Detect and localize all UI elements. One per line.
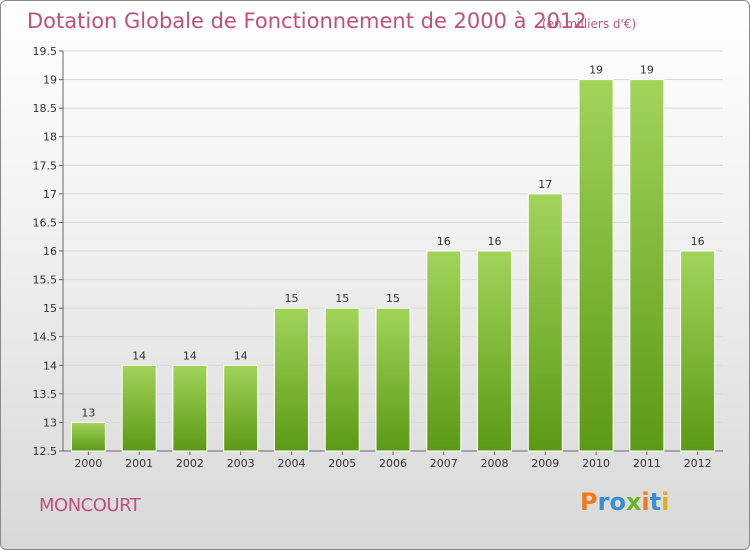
bar-value-label: 15	[335, 292, 349, 305]
y-tick-label: 12.5	[33, 445, 58, 458]
x-tick-label: 2011	[633, 457, 661, 470]
y-tick-label: 13	[43, 416, 57, 429]
x-tick-label: 2004	[277, 457, 305, 470]
logo-letter: t	[649, 488, 662, 516]
chart-unit: (en milliers d'€)	[542, 17, 637, 31]
x-tick-labels: 2000 2001 2002 2003 2004 2005 2006 2007 2008 2009…	[74, 457, 711, 470]
x-tick-label: 2003	[227, 457, 255, 470]
x-tick-label: 2008	[481, 457, 509, 470]
bar	[324, 307, 360, 452]
logo-letter: i	[661, 488, 670, 516]
x-tick-label: 2006	[379, 457, 407, 470]
y-tick-label: 15.5	[33, 274, 58, 287]
logo-letter: i	[641, 488, 650, 516]
y-tick-label: 14	[43, 359, 57, 372]
bar-value-label: 16	[691, 235, 705, 248]
bar-value-label: 14	[132, 349, 146, 362]
y-tick-label: 14.5	[33, 331, 58, 344]
y-tick-labels: 12.5 13 13.5 14 14.5 15 15.5 16 16.5 17 17.5 18 18.5…	[33, 45, 58, 458]
y-tick-label: 15	[43, 302, 57, 315]
proxiti-logo[interactable]: Proxiti	[580, 488, 669, 516]
logo-letter: P	[580, 488, 598, 516]
y-tick-label: 16.5	[33, 216, 58, 229]
bar-value-label: 15	[284, 292, 298, 305]
bar	[273, 307, 309, 452]
bar	[375, 307, 411, 452]
chart-title: Dotation Globale de Fonctionnement de 20…	[27, 9, 587, 33]
bar-value-label: 16	[437, 235, 451, 248]
bar	[70, 421, 106, 452]
bar	[223, 364, 259, 452]
y-tick-label: 17	[43, 188, 57, 201]
y-tick-label: 16	[43, 245, 57, 258]
bar	[426, 250, 462, 452]
logo-letter: r	[597, 488, 610, 516]
logo-letter: x	[625, 488, 642, 516]
bar-value-label: 14	[183, 349, 197, 362]
x-tick-label: 2007	[430, 457, 458, 470]
bar-value-label: 19	[640, 64, 654, 77]
data-labels: 13 14 14 14 15 15 15 16 16 17 19 19 16	[81, 64, 704, 420]
bar-value-label: 16	[488, 235, 502, 248]
y-tick-label: 19	[43, 74, 57, 87]
y-tick-label: 13.5	[33, 388, 58, 401]
logo-letter: o	[609, 488, 626, 516]
x-tick-label: 2012	[684, 457, 712, 470]
y-tick-label: 17.5	[33, 159, 58, 172]
bar-value-label: 15	[386, 292, 400, 305]
bar	[172, 364, 208, 452]
bar-value-label: 13	[81, 406, 95, 419]
x-tick-label: 2002	[176, 457, 204, 470]
y-tick-label: 18.5	[33, 102, 58, 115]
bar	[121, 364, 157, 452]
x-tick-label: 2010	[582, 457, 610, 470]
bar	[680, 250, 716, 452]
bar-value-label: 17	[538, 178, 552, 191]
bars	[70, 79, 716, 452]
y-tick-label: 18	[43, 131, 57, 144]
bar	[578, 79, 614, 452]
bar	[629, 79, 665, 452]
bar-value-label: 14	[234, 349, 248, 362]
bar	[527, 193, 563, 452]
commune-name: MONCOURT	[39, 495, 141, 516]
x-tick-label: 2009	[531, 457, 559, 470]
y-tick-label: 19.5	[33, 45, 58, 58]
x-tick-label: 2000	[74, 457, 102, 470]
bar	[477, 250, 513, 452]
x-tick-label: 2005	[328, 457, 356, 470]
x-tick-label: 2001	[125, 457, 153, 470]
bar-value-label: 19	[589, 64, 603, 77]
